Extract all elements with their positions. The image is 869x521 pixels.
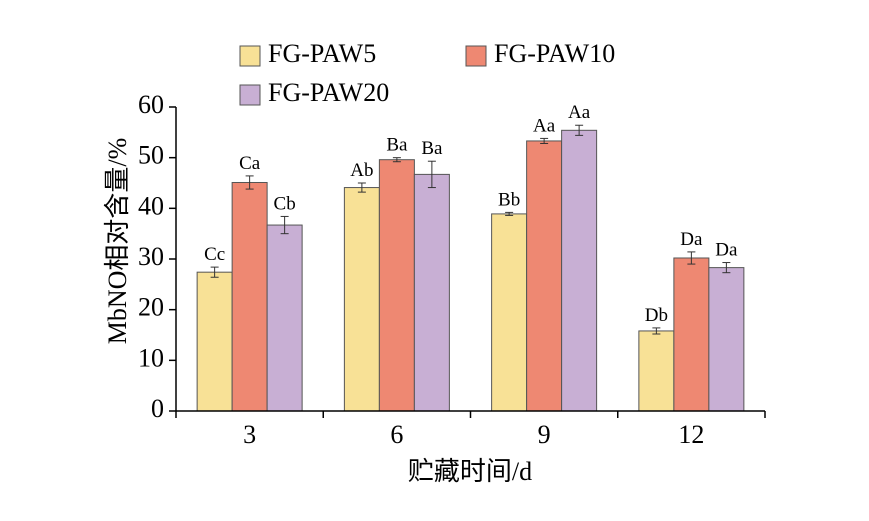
bar-FG-PAW20-6 xyxy=(413,173,450,412)
bar-FG-PAW20-9 xyxy=(561,129,598,412)
bar-FG-PAW10-3 xyxy=(231,181,268,412)
bar-FG-PAW10-6 xyxy=(378,159,415,412)
data-label: Da xyxy=(680,229,703,250)
bar-FG-PAW10-9 xyxy=(526,140,563,412)
legend: FG-PAW5 FG-PAW10 FG-PAW20 xyxy=(239,39,615,107)
bar-FG-PAW20-12 xyxy=(708,267,745,412)
data-label: Ab xyxy=(350,160,373,181)
bar-FG-PAW5-3 xyxy=(196,271,233,412)
data-label: Aa xyxy=(568,102,591,123)
bar-FG-PAW5-9 xyxy=(491,213,528,412)
legend-swatch-FG-PAW20 xyxy=(239,84,261,106)
data-label: Ca xyxy=(239,153,261,174)
y-tick-label: 20 xyxy=(138,293,164,322)
x-tick-label: 9 xyxy=(538,420,551,449)
y-axis-label: MbNO相对含量/% xyxy=(103,138,132,345)
y-tick-label: 10 xyxy=(138,343,164,372)
legend-label: FG-PAW5 xyxy=(268,39,376,68)
data-label: Cb xyxy=(274,193,296,214)
y-tick-label: 0 xyxy=(151,394,164,423)
axes: 0 10 20 30 40 50 60 3 6 9 12 xyxy=(138,90,766,449)
x-tick-label: 12 xyxy=(678,420,704,449)
bar-FG-PAW20-3 xyxy=(266,224,303,412)
legend-label: FG-PAW10 xyxy=(494,39,615,68)
bar-FG-PAW10-12 xyxy=(673,257,710,412)
x-tick-label: 3 xyxy=(243,420,256,449)
data-label: Ba xyxy=(421,138,443,159)
bar-FG-PAW5-12 xyxy=(638,330,675,412)
data-label: Bb xyxy=(498,189,520,210)
data-label: Cc xyxy=(204,244,225,265)
data-label: Db xyxy=(645,305,668,326)
y-tick-label: 40 xyxy=(138,191,164,220)
x-axis-label: 贮藏时间/d xyxy=(408,457,532,486)
bar-FG-PAW5-6 xyxy=(343,187,380,412)
data-label: Ba xyxy=(386,135,408,156)
legend-label: FG-PAW20 xyxy=(268,78,389,107)
y-tick-label: 50 xyxy=(138,141,164,170)
y-tick-label: 30 xyxy=(138,242,164,271)
y-tick-label: 60 xyxy=(138,90,164,119)
x-tick-label: 6 xyxy=(390,420,403,449)
data-label: Aa xyxy=(533,115,556,136)
legend-swatch-FG-PAW5 xyxy=(239,45,261,67)
bars: Cc Ca Cb Ab Ba Ba Bb Aa Aa Db Da Da xyxy=(196,102,745,412)
data-label: Da xyxy=(715,240,738,261)
legend-swatch-FG-PAW10 xyxy=(465,45,487,67)
